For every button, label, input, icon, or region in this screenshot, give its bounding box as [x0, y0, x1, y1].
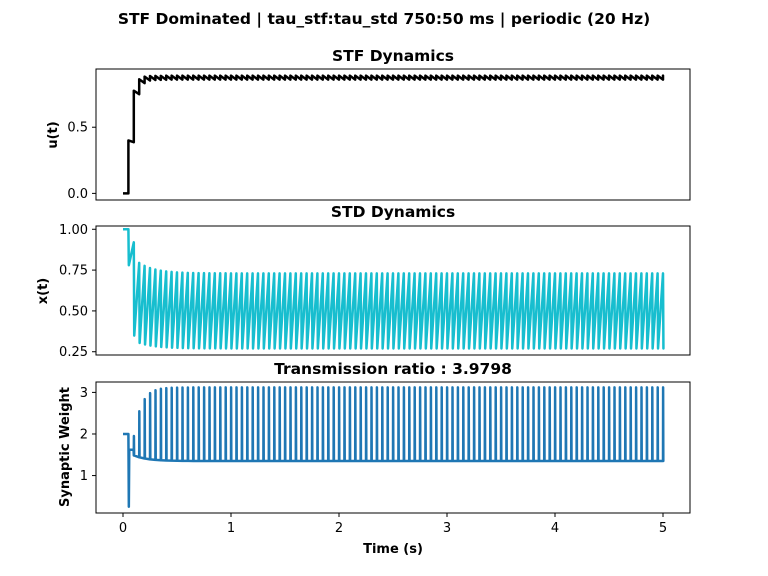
- weight-panel-ylabel: Synaptic Weight: [58, 387, 73, 507]
- weight-series-line: [123, 386, 665, 509]
- y-tick-label: 0.25: [59, 345, 88, 360]
- stf-panel-ylabel: u(t): [46, 121, 61, 148]
- std-panel-title: STD Dynamics: [331, 203, 455, 221]
- std-panel-ylabel: x(t): [36, 278, 51, 304]
- stf-panel-title: STF Dynamics: [332, 47, 454, 65]
- std-panel-ticks: 0.25 0.50 0.75 1.00: [59, 223, 96, 360]
- weight-panel-xlabel: Time (s): [363, 542, 423, 557]
- x-tick-label: 2: [335, 521, 343, 536]
- stf-series-line: [123, 74, 665, 195]
- std-panel: STD Dynamics x(t) 0.25 0.50 0.75 1.00: [36, 203, 691, 360]
- y-tick-label: 0.5: [67, 121, 88, 136]
- x-tick-label: 5: [659, 521, 667, 536]
- weight-panel-ticks: 1 2 3 0 1 2 3 4 5: [80, 386, 667, 536]
- std-series-line: [123, 228, 665, 350]
- y-tick-label: 0.50: [59, 304, 88, 319]
- y-tick-label: 3: [80, 386, 88, 401]
- stf-panel-ticks: 0.0 0.5: [67, 121, 96, 202]
- x-tick-label: 1: [227, 521, 235, 536]
- y-tick-label: 1.00: [59, 223, 88, 238]
- stf-panel-frame: [95, 68, 691, 201]
- std-panel-frame: [95, 225, 691, 356]
- y-tick-label: 2: [80, 427, 88, 442]
- y-tick-label: 0.75: [59, 264, 88, 279]
- weight-panel: Transmission ratio : 3.9798 Synaptic Wei…: [58, 360, 691, 557]
- y-tick-label: 1: [80, 469, 88, 484]
- x-tick-label: 4: [551, 521, 559, 536]
- y-tick-label: 0.0: [67, 187, 88, 202]
- stf-panel: STF Dynamics u(t) 0.0 0.5: [46, 47, 691, 202]
- weight-panel-frame: [95, 381, 691, 514]
- x-tick-label: 3: [443, 521, 451, 536]
- figure-suptitle: STF Dominated | tau_stf:tau_std 750:50 m…: [118, 10, 650, 29]
- x-tick-label: 0: [119, 521, 127, 536]
- weight-panel-title: Transmission ratio : 3.9798: [274, 360, 512, 378]
